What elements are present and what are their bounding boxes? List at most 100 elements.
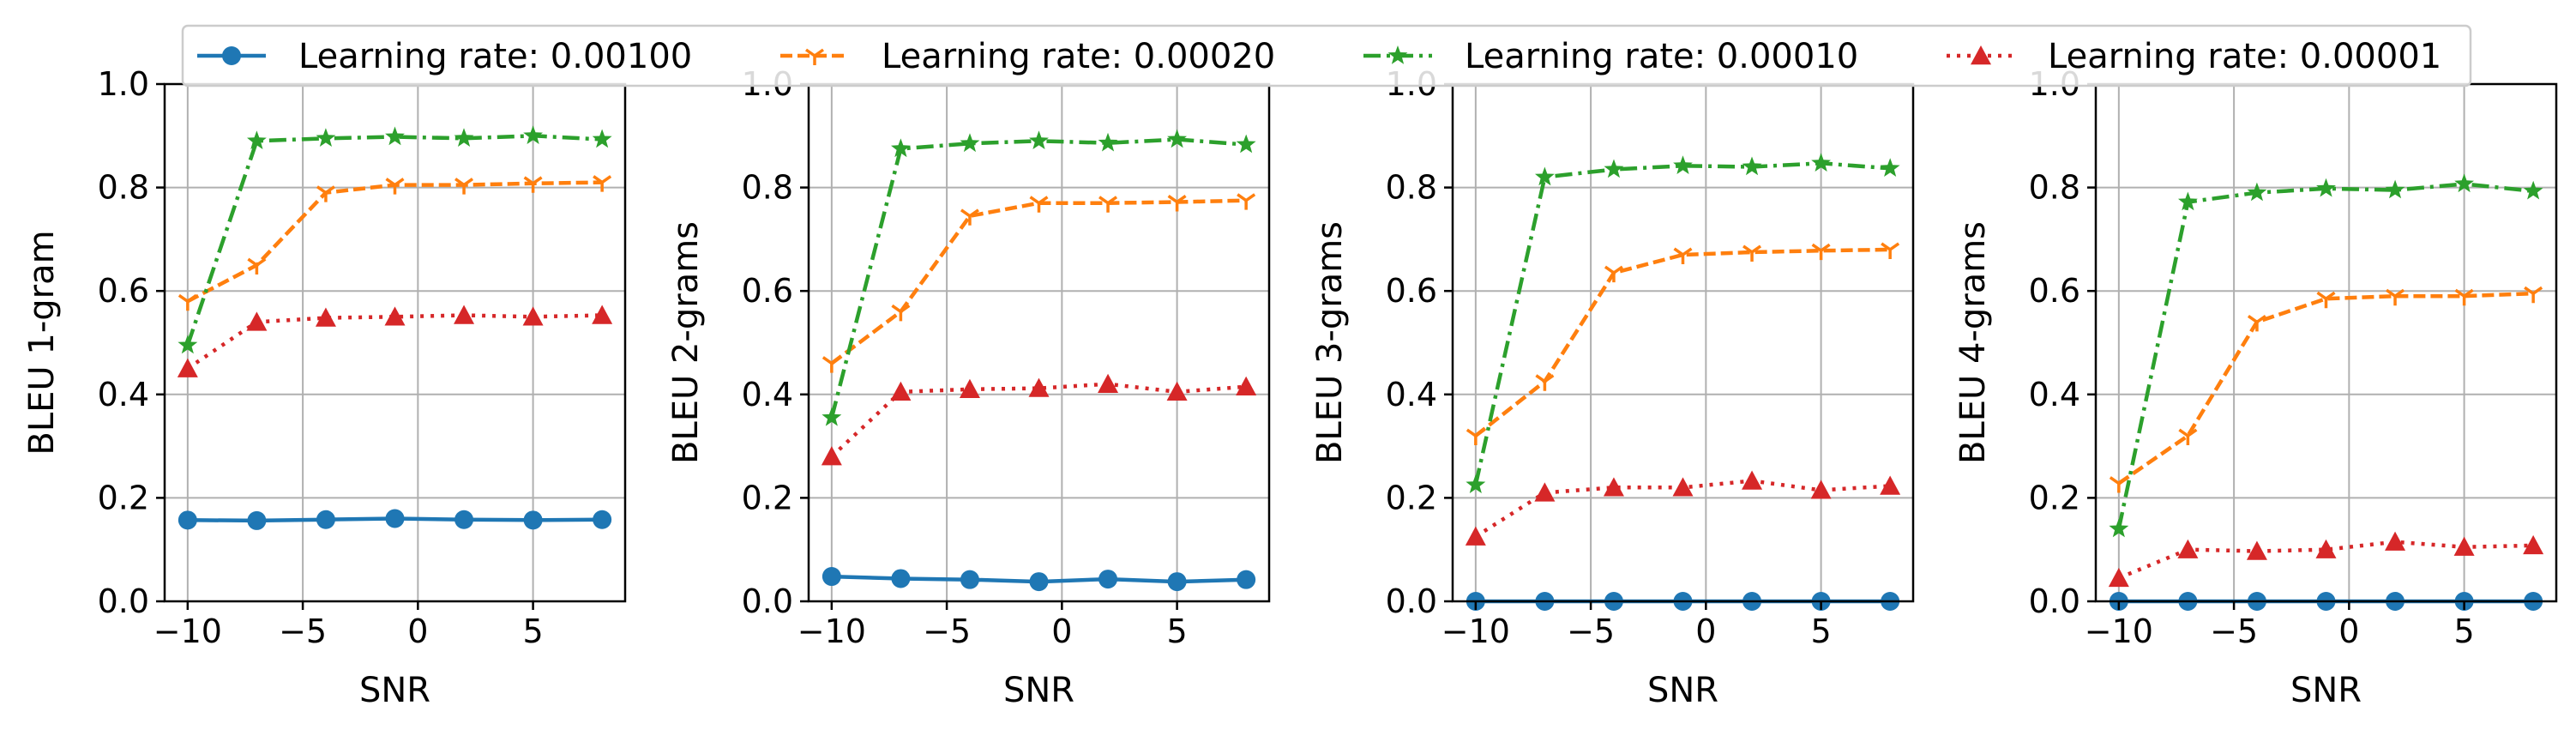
data-point <box>1810 480 1832 499</box>
data-point <box>2316 291 2336 309</box>
x-tick-label: 0 <box>1695 612 1716 650</box>
data-point <box>385 126 405 146</box>
data-point <box>1167 572 1187 592</box>
y-tick-label: 0.6 <box>742 272 793 310</box>
legend-marker <box>1387 45 1408 64</box>
y-tick-label: 0.4 <box>98 376 149 413</box>
data-point <box>246 311 268 331</box>
data-point <box>523 125 543 144</box>
data-point <box>522 306 544 326</box>
data-point <box>1029 196 1049 213</box>
data-point <box>2316 178 2336 197</box>
data-point <box>1029 130 1049 149</box>
data-point <box>454 510 474 529</box>
y-tick-label: 0.2 <box>2029 479 2080 516</box>
x-tick-label: 5 <box>1167 612 1188 650</box>
data-point <box>2523 180 2543 200</box>
data-point <box>2454 288 2474 306</box>
data-point <box>1166 381 1188 401</box>
data-point <box>2109 518 2129 538</box>
data-point <box>822 356 841 373</box>
legend-marker <box>804 48 825 65</box>
data-point <box>1742 470 1763 490</box>
data-point <box>1098 570 1118 589</box>
data-point <box>385 509 405 528</box>
data-point <box>2315 539 2337 558</box>
y-tick-label: 0.8 <box>742 169 793 207</box>
x-tick-label: 0 <box>2338 612 2359 650</box>
data-point <box>960 133 980 153</box>
data-point <box>2453 536 2475 556</box>
x-tick-label: −10 <box>1441 612 1510 650</box>
data-point <box>178 510 197 530</box>
y-tick-label: 1.0 <box>98 65 149 103</box>
data-point <box>1466 474 1486 493</box>
data-point <box>2247 182 2267 202</box>
legend-label: Learning rate: 0.00100 <box>298 37 692 76</box>
data-point <box>1673 155 1693 174</box>
x-tick-label: 0 <box>407 612 428 650</box>
data-point <box>821 446 842 466</box>
legend-marker <box>222 46 241 65</box>
y-axis-label: BLEU 2-grams <box>666 221 706 464</box>
data-point <box>454 178 474 195</box>
axes-frame <box>2094 82 2558 603</box>
y-tick-label: 0.8 <box>98 169 149 207</box>
data-point <box>2108 567 2129 588</box>
y-axis-label: BLEU 1-gram <box>22 230 62 455</box>
data-point <box>2386 288 2405 306</box>
data-point <box>315 307 336 327</box>
legend-label: Learning rate: 0.00001 <box>2048 37 2441 76</box>
data-point <box>1029 572 1049 592</box>
data-point <box>1534 482 1556 502</box>
data-point <box>316 185 335 202</box>
data-point <box>2178 191 2198 211</box>
x-tick-label: 5 <box>1811 612 1832 650</box>
series-line <box>1473 161 1891 486</box>
y-tick-label: 0.6 <box>2029 272 2080 310</box>
data-point <box>1098 132 1118 152</box>
data-point <box>2177 539 2199 558</box>
data-point <box>247 510 267 530</box>
legend-label: Learning rate: 0.00010 <box>1465 37 1858 76</box>
data-point <box>2524 286 2543 304</box>
data-point <box>2109 476 2128 493</box>
data-point <box>1535 166 1555 186</box>
legend: Learning rate: 0.00100 Learning rate: 0.0… <box>181 24 2472 87</box>
data-point <box>822 567 841 587</box>
series-line <box>186 180 603 304</box>
data-point <box>316 128 336 147</box>
data-point <box>1880 158 1900 177</box>
data-point <box>1603 477 1624 497</box>
data-point <box>454 128 474 147</box>
data-point <box>1098 196 1118 213</box>
data-point <box>1672 477 1694 497</box>
y-tick-label: 0.4 <box>1386 376 1437 413</box>
data-point <box>1673 247 1693 264</box>
data-point <box>890 381 912 401</box>
data-point <box>2385 179 2405 199</box>
y-tick-label: 0.2 <box>1386 479 1437 516</box>
data-point <box>178 335 198 354</box>
data-point <box>1604 265 1623 283</box>
data-point <box>178 293 197 311</box>
x-tick-label: −5 <box>279 612 327 650</box>
y-axis-label: BLEU 3-grams <box>1310 221 1350 464</box>
axes-frame <box>807 82 1271 603</box>
y-tick-label: 0.0 <box>742 582 793 620</box>
data-point <box>1880 475 1901 495</box>
data-point <box>593 510 612 529</box>
data-point <box>822 407 842 426</box>
x-axis-label: SNR <box>1003 671 1074 710</box>
data-point <box>2247 314 2266 332</box>
data-point <box>1028 377 1050 397</box>
data-point <box>592 129 612 148</box>
data-point <box>1098 373 1119 393</box>
y-tick-label: 0.8 <box>1386 169 1437 207</box>
data-point <box>2178 428 2198 446</box>
data-point <box>593 175 612 192</box>
y-tick-label: 0.6 <box>98 272 149 310</box>
